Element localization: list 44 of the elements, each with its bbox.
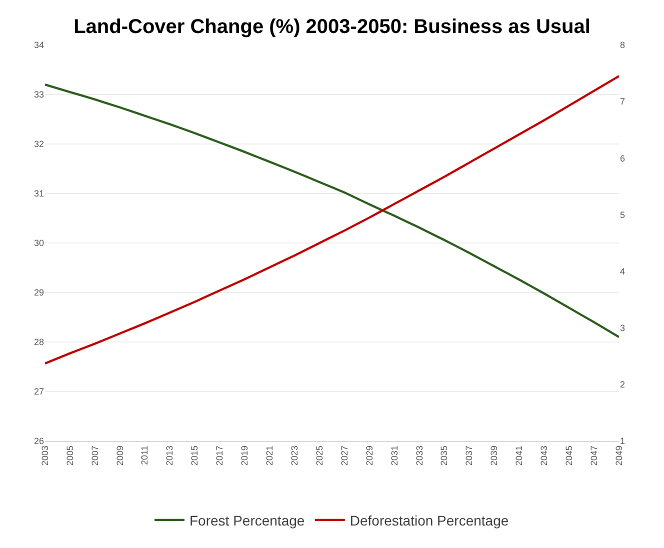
legend-label: Forest Percentage [190, 512, 305, 528]
x-tick-label: 2037 [464, 446, 474, 466]
y2-tick-label: 1 [620, 436, 626, 446]
x-tick-label: 2023 [289, 446, 300, 466]
y-tick-label: 31 [34, 188, 44, 199]
chart-title: Land-Cover Change (%) 2003-2050: Business as Usual [74, 16, 590, 38]
x-tick-label: 2047 [588, 446, 599, 466]
x-tick-label: 2025 [314, 446, 324, 466]
x-tick-label: 2019 [240, 446, 250, 466]
x-tick-label: 2027 [339, 446, 350, 466]
y-tick-label: 33 [34, 90, 44, 100]
x-tick-label: 2039 [489, 446, 500, 466]
x-tick-label: 2015 [190, 446, 200, 466]
y-tick-label: 27 [34, 386, 44, 397]
y2-tick-label: 4 [620, 266, 626, 276]
y-tick-label: 28 [34, 337, 44, 348]
x-tick-label: 2005 [64, 446, 75, 466]
y-tick-label: 30 [34, 238, 44, 248]
y2-tick-label: 5 [620, 210, 626, 220]
y-tick-label: 34 [34, 40, 44, 50]
x-tick-label: 2029 [364, 446, 374, 466]
x-tick-label: 2043 [539, 446, 550, 466]
x-tick-label: 2007 [90, 446, 100, 466]
x-tick-label: 2031 [389, 446, 400, 466]
x-tick-label: 2035 [439, 446, 450, 466]
y2-tick-label: 6 [620, 153, 626, 164]
x-tick-label: 2041 [514, 446, 524, 466]
x-tick-label: 2013 [164, 446, 175, 466]
x-tick-label: 2003 [40, 446, 50, 466]
y-tick-label: 29 [34, 288, 44, 298]
x-tick-label: 2033 [414, 446, 424, 466]
x-tick-label: 2021 [264, 446, 275, 466]
x-tick-label: 2049 [614, 446, 624, 466]
y2-tick-label: 8 [620, 40, 626, 50]
x-tick-label: 2009 [114, 446, 125, 466]
y2-tick-label: 3 [620, 323, 626, 334]
y2-tick-label: 2 [620, 380, 626, 390]
y2-tick-label: 7 [620, 96, 626, 107]
legend-label: Deforestation Percentage [350, 512, 509, 528]
y-tick-label: 32 [34, 139, 44, 150]
x-tick-label: 2011 [140, 446, 150, 465]
x-tick-label: 2045 [564, 446, 574, 466]
x-tick-label: 2017 [214, 446, 225, 466]
y-tick-label: 26 [34, 436, 44, 446]
